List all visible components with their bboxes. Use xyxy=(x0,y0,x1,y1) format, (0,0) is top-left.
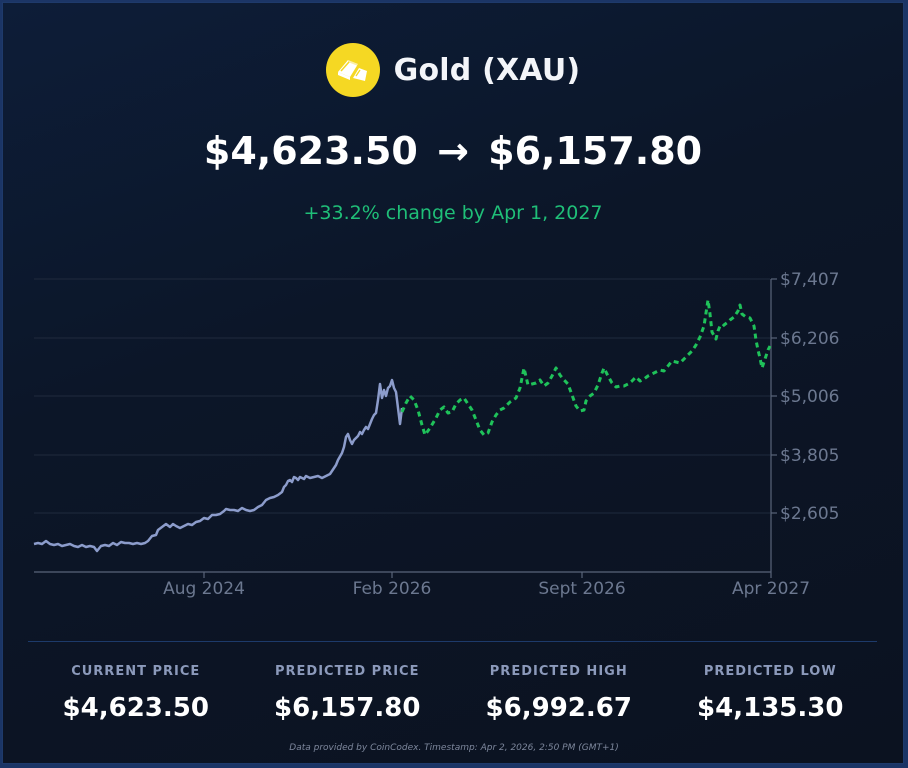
stat-value: $4,135.30 xyxy=(697,693,844,723)
price-chart: $7,407 $6,206 $5,006 $3,805 $2,605 Aug 2… xyxy=(33,270,839,599)
asset-header: Gold (XAU) xyxy=(3,43,903,97)
stat-current-price: CURRENT PRICE $4,623.50 xyxy=(30,664,242,723)
axes xyxy=(34,278,777,578)
historical-price-line xyxy=(33,378,404,553)
stat-value: $6,992.67 xyxy=(485,693,632,723)
x-tick-label: Apr 2027 xyxy=(732,579,810,599)
stat-label: PREDICTED PRICE xyxy=(275,664,420,679)
predicted-price: $6,157.80 xyxy=(488,129,703,173)
price-summary: $4,623.50 → $6,157.80 xyxy=(3,129,903,173)
divider xyxy=(28,641,877,642)
current-price: $4,623.50 xyxy=(203,129,418,173)
stat-predicted-low: PREDICTED LOW $4,135.30 xyxy=(665,664,877,723)
stat-label: PREDICTED LOW xyxy=(703,664,837,679)
stat-predicted-price: PREDICTED PRICE $6,157.80 xyxy=(242,664,454,723)
y-tick-label: $5,006 xyxy=(780,387,839,407)
y-tick-label: $7,407 xyxy=(780,270,839,290)
change-text: +33.2% change by Apr 1, 2027 xyxy=(303,202,603,224)
predicted-price-line xyxy=(400,298,772,437)
x-tick-label: Sept 2026 xyxy=(538,579,625,599)
asset-title: Gold (XAU) xyxy=(393,52,581,88)
data-source-footer: Data provided by CoinCodex. Timestamp: A… xyxy=(289,743,619,753)
x-tick-label: Feb 2026 xyxy=(353,579,432,599)
stat-predicted-high: PREDICTED HIGH $6,992.67 xyxy=(453,664,665,723)
x-tick-label: Aug 2024 xyxy=(163,579,245,599)
gold-bars-icon xyxy=(325,43,380,97)
y-tick-label: $3,805 xyxy=(780,446,839,466)
stat-label: PREDICTED HIGH xyxy=(489,664,628,679)
stat-label: CURRENT PRICE xyxy=(71,664,201,679)
stats-row: CURRENT PRICE $4,623.50 PREDICTED PRICE … xyxy=(30,664,876,723)
y-tick-label: $6,206 xyxy=(780,329,839,349)
arrow-right-icon: → xyxy=(437,129,469,173)
stat-value: $6,157.80 xyxy=(274,693,421,723)
gridlines xyxy=(34,278,770,514)
stat-value: $4,623.50 xyxy=(62,693,209,723)
y-tick-label: $2,605 xyxy=(780,504,839,524)
